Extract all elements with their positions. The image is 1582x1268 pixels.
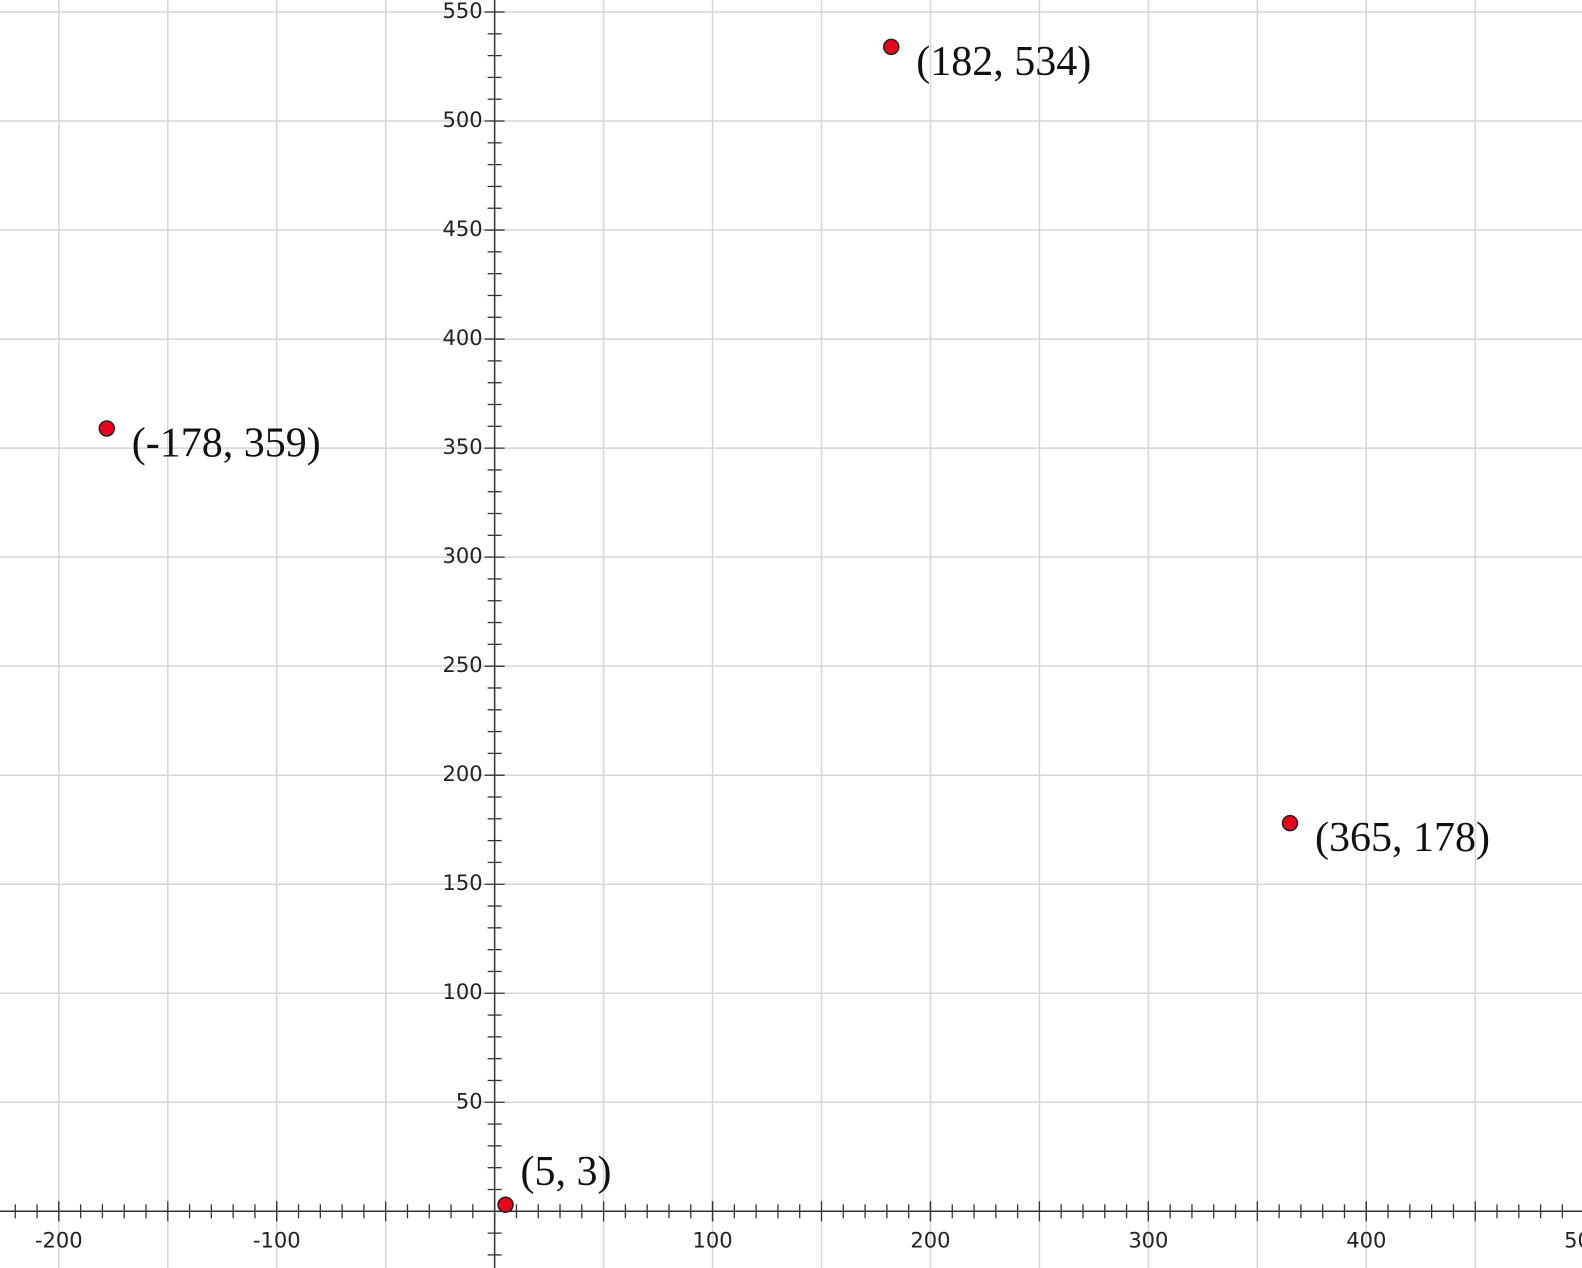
x-tick-label: -200	[35, 1228, 83, 1252]
point-label: (5, 3)	[521, 1149, 612, 1195]
y-tick-label: 250	[443, 653, 483, 677]
y-tick-label: 300	[443, 544, 483, 568]
point	[1281, 814, 1299, 832]
point	[98, 420, 116, 437]
y-tick-label: 450	[443, 217, 483, 241]
y-tick-label: 200	[443, 762, 483, 786]
x-tick-label: 300	[1128, 1228, 1168, 1252]
y-tick-label: 350	[443, 435, 483, 459]
x-tick-label: 100	[693, 1228, 733, 1252]
x-tick-label: -100	[253, 1228, 301, 1252]
y-tick-label: 50	[456, 1089, 483, 1113]
x-tick-label: 400	[1346, 1228, 1386, 1252]
y-tick-label: 100	[443, 980, 483, 1004]
y-tick-label: 550	[443, 0, 483, 23]
y-tick-label: 150	[443, 871, 483, 895]
y-tick-label: 400	[443, 326, 483, 350]
point-label: (-178, 359)	[132, 420, 321, 466]
point	[882, 38, 900, 56]
x-tick-label: 500	[1564, 1228, 1582, 1252]
y-tick-label: 500	[443, 108, 483, 132]
point-label: (365, 178)	[1315, 815, 1490, 861]
x-tick-label: 200	[910, 1228, 950, 1252]
point-label: (182, 534)	[916, 39, 1091, 85]
point	[497, 1196, 514, 1214]
